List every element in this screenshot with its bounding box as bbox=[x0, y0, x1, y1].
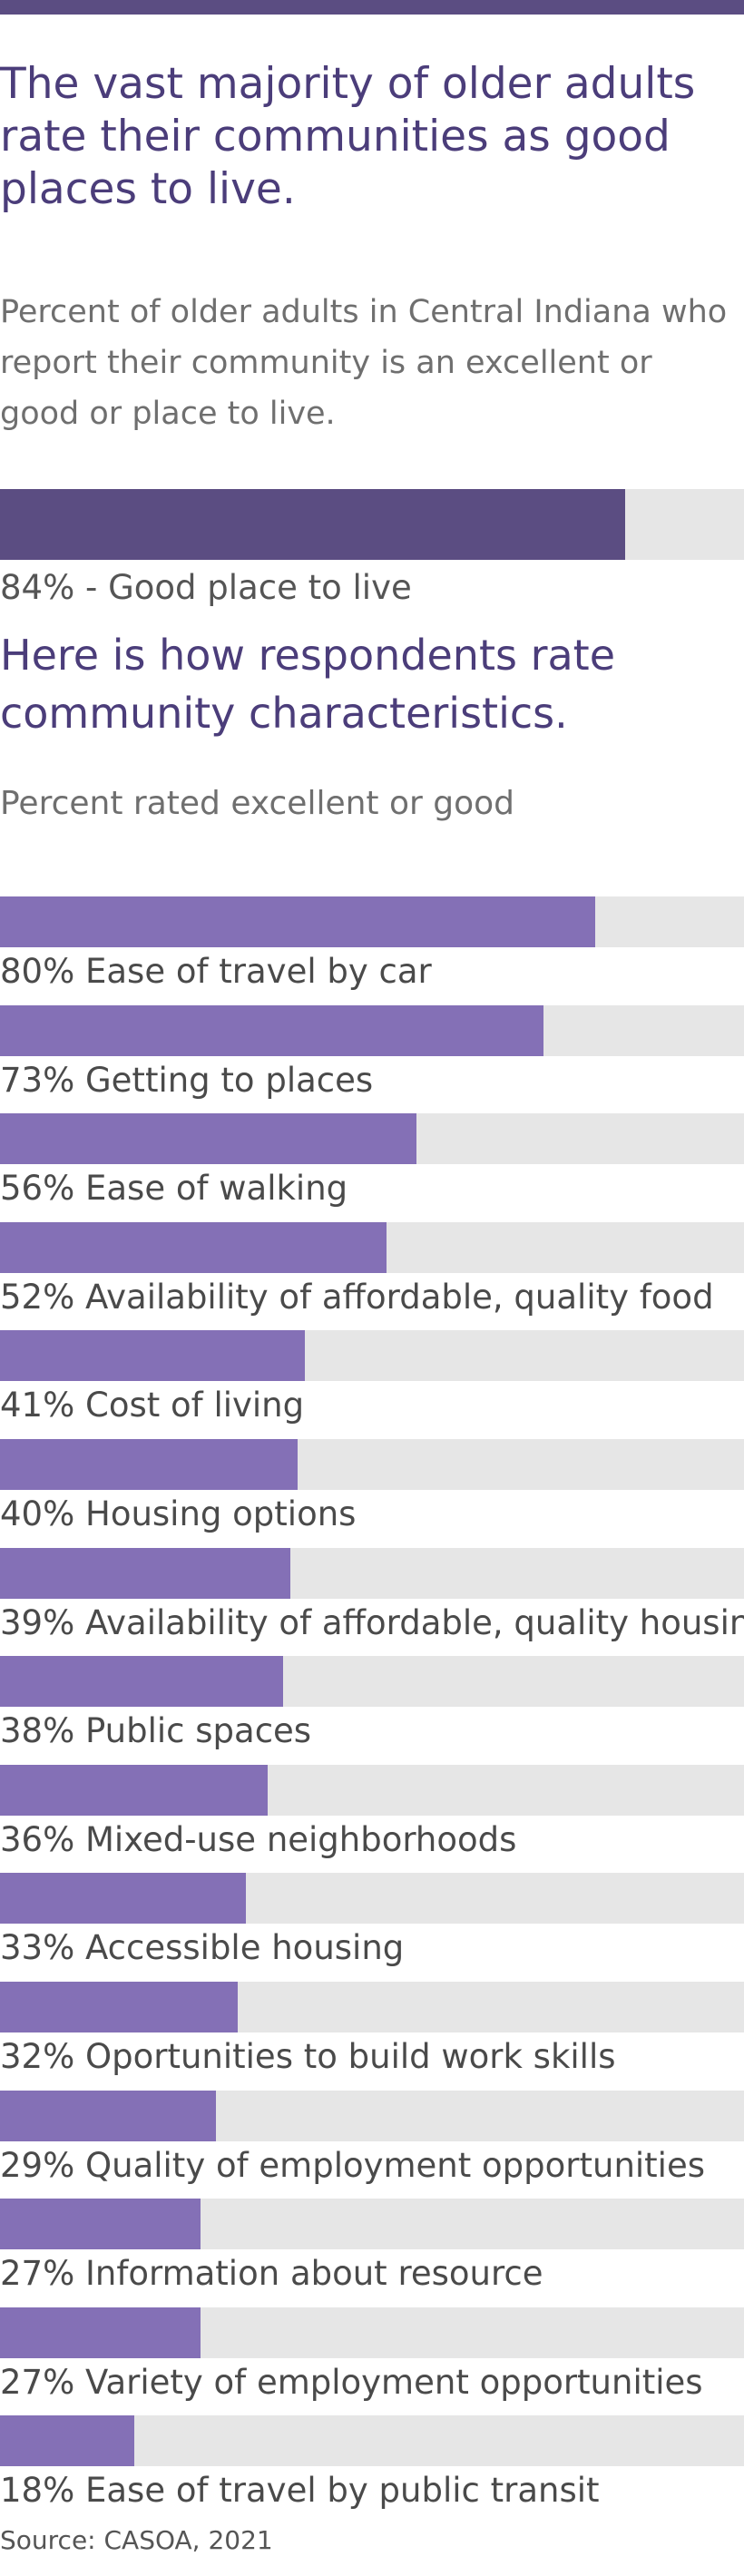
bar-track bbox=[0, 2090, 744, 2141]
bar bbox=[0, 1547, 290, 1599]
bar-label: 32% Oportunities to build work skills bbox=[0, 2037, 616, 2076]
top-accent-bar bbox=[0, 0, 744, 15]
bar-track bbox=[0, 1330, 744, 1382]
page-title: The vast majority of older adults rate t… bbox=[0, 59, 696, 214]
bar-track bbox=[0, 2199, 744, 2250]
summary-bar-label: 84% - Good place to live bbox=[0, 568, 412, 607]
bar-track bbox=[0, 896, 744, 947]
bar-track bbox=[0, 1004, 744, 1056]
section-subtitle: Percent rated excellent or good bbox=[0, 785, 514, 822]
bar-track bbox=[0, 1873, 744, 1925]
bar-label: 40% Housing options bbox=[0, 1494, 357, 1533]
bar-label: 27% Information about resource bbox=[0, 2254, 543, 2294]
bar-label: 56% Ease of walking bbox=[0, 1169, 348, 1209]
bar bbox=[0, 896, 595, 947]
bar-label: 18% Ease of travel by public transit bbox=[0, 2471, 600, 2511]
bar-track bbox=[0, 1113, 744, 1165]
bar-label: 27% Variety of employment opportunities bbox=[0, 2362, 703, 2402]
bar-label: 52% Availability of affordable, quality … bbox=[0, 1277, 714, 1317]
bar-label: 80% Ease of travel by car bbox=[0, 952, 432, 991]
bar bbox=[0, 1656, 283, 1708]
bar-track bbox=[0, 2307, 744, 2358]
bar-track bbox=[0, 1982, 744, 2032]
bar bbox=[0, 2199, 201, 2250]
bar-label: 38% Public spaces bbox=[0, 1711, 312, 1751]
bar bbox=[0, 1330, 306, 1382]
bar-label: 36% Mixed-use neighborhoods bbox=[0, 1819, 517, 1859]
bar bbox=[0, 1113, 417, 1165]
bar-label: 29% Quality of employment opportunities bbox=[0, 2145, 705, 2185]
bar-label: 33% Accessible housing bbox=[0, 1928, 405, 1968]
bar bbox=[0, 1221, 387, 1273]
bar bbox=[0, 1873, 246, 1925]
bar-label: 41% Cost of living bbox=[0, 1386, 305, 1425]
source-note: Source: CASOA, 2021 bbox=[0, 2525, 273, 2555]
bar-label: 39% Availability of affordable, quality … bbox=[0, 1602, 744, 1642]
summary-bar-track bbox=[0, 489, 744, 560]
bar-track bbox=[0, 1439, 744, 1490]
summary-bar-fill bbox=[0, 489, 625, 560]
bar-track bbox=[0, 1221, 744, 1273]
bar bbox=[0, 1439, 298, 1490]
bar bbox=[0, 1764, 269, 1816]
bar-track bbox=[0, 1656, 744, 1708]
bar-track bbox=[0, 1547, 744, 1599]
bar-label: 73% Getting to places bbox=[0, 1060, 374, 1100]
bar bbox=[0, 1004, 543, 1056]
bar-track bbox=[0, 1764, 744, 1816]
bar bbox=[0, 1982, 239, 2032]
bar bbox=[0, 2415, 134, 2467]
section-title: Here is how respondents rate community c… bbox=[0, 631, 616, 738]
bar-track bbox=[0, 2415, 744, 2467]
bar bbox=[0, 2307, 201, 2358]
bar bbox=[0, 2090, 216, 2141]
page-subtitle: Percent of older adults in Central India… bbox=[0, 294, 728, 432]
